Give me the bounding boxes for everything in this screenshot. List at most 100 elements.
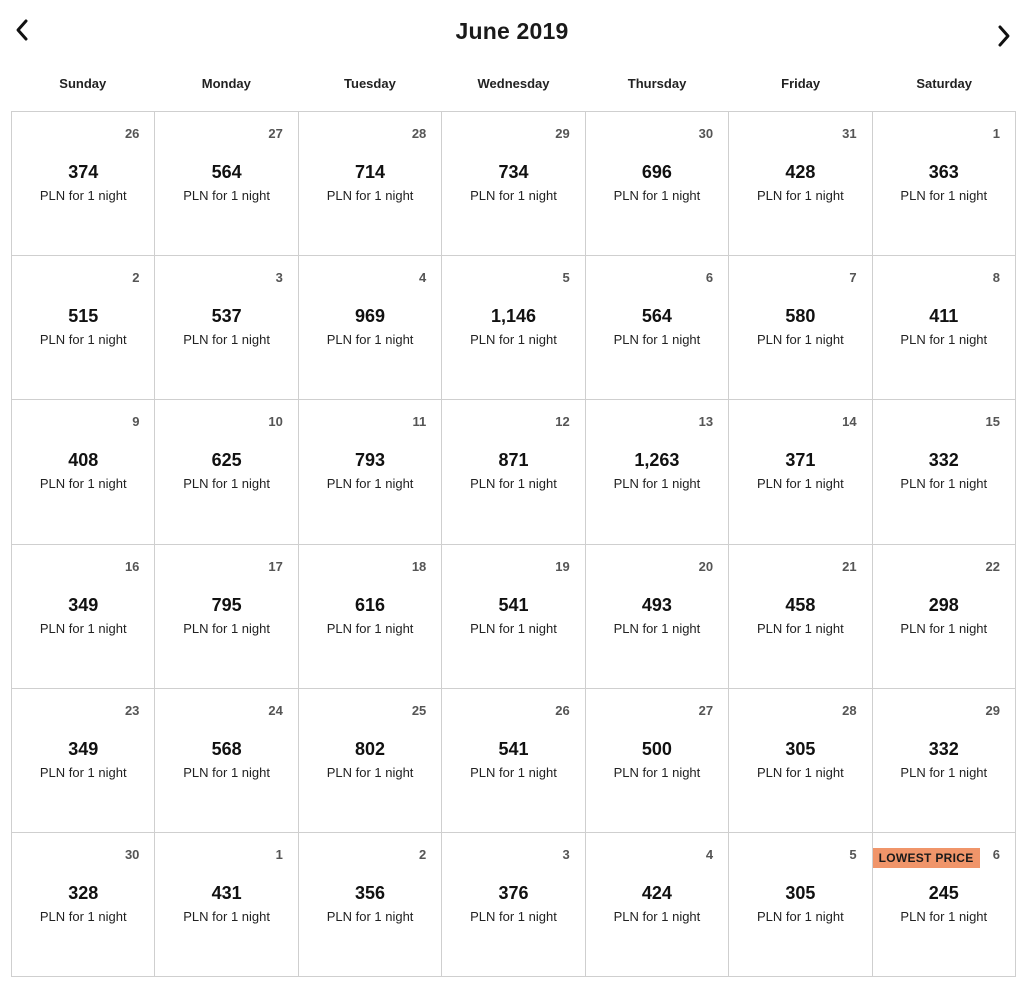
- calendar-day-cell[interactable]: 9 408 PLN for 1 night: [12, 400, 156, 545]
- nightly-price: 616: [355, 594, 386, 615]
- calendar-day-cell[interactable]: 28 714 PLN for 1 night: [298, 112, 443, 257]
- nightly-price: 349: [68, 594, 99, 615]
- calendar-day-cell[interactable]: 1 363 PLN for 1 night: [872, 112, 1016, 257]
- calendar-day-cell[interactable]: 29 332 PLN for 1 night: [872, 688, 1016, 833]
- day-number: 28: [411, 126, 427, 141]
- price-currency-label: PLN for 1 night: [470, 764, 557, 780]
- nightly-price: 568: [211, 738, 242, 759]
- day-number: 1: [275, 846, 283, 862]
- calendar-day-cell[interactable]: 5 1,146 PLN for 1 night: [442, 256, 586, 401]
- calendar-day-cell[interactable]: 26 541 PLN for 1 night: [442, 688, 586, 833]
- nightly-price: 305: [785, 738, 816, 759]
- price-currency-label: PLN for 1 night: [39, 620, 127, 636]
- price-currency-label: PLN for 1 night: [470, 908, 557, 924]
- calendar-day-cell[interactable]: 2 356 PLN for 1 night: [298, 832, 443, 977]
- price-currency-label: PLN for 1 night: [613, 476, 701, 492]
- month-title: June 2019: [455, 18, 569, 44]
- calendar-day-cell[interactable]: 25 802 PLN for 1 night: [298, 688, 443, 833]
- calendar-day-cell[interactable]: 29 734 PLN for 1 night: [442, 112, 586, 257]
- calendar-day-cell[interactable]: 28 305 PLN for 1 night: [729, 688, 873, 833]
- calendar-day-cell[interactable]: 27 500 PLN for 1 night: [585, 688, 730, 833]
- calendar-day-cell[interactable]: 10 625 PLN for 1 night: [155, 400, 299, 545]
- nightly-price: 298: [928, 594, 959, 615]
- price-currency-label: PLN for 1 night: [326, 188, 414, 203]
- calendar-day-cell[interactable]: 12 871 PLN for 1 night: [442, 400, 586, 545]
- nightly-price: 424: [641, 882, 672, 903]
- calendar-day-cell[interactable]: 24 568 PLN for 1 night: [155, 688, 299, 833]
- nightly-price: 349: [68, 738, 99, 759]
- weekday-header: Sunday Monday Tuesday Wednesday Thursday…: [11, 76, 1016, 96]
- nightly-price: 871: [498, 450, 529, 471]
- price-currency-label: PLN for 1 night: [183, 476, 270, 492]
- nightly-price: 541: [498, 738, 529, 759]
- calendar-day-cell[interactable]: 22 298 PLN for 1 night: [872, 544, 1016, 689]
- calendar-day-cell[interactable]: 15 332 PLN for 1 night: [872, 400, 1016, 545]
- nightly-price: 1,146: [490, 306, 537, 327]
- calendar-day-cell[interactable]: 14 371 PLN for 1 night: [729, 400, 873, 545]
- price-currency-label: PLN for 1 night: [756, 476, 844, 492]
- price-currency-label: PLN for 1 night: [900, 188, 988, 203]
- calendar-day-cell[interactable]: 3 537 PLN for 1 night: [155, 256, 299, 401]
- calendar-day-cell[interactable]: 2 515 PLN for 1 night: [12, 256, 156, 401]
- calendar-day-cell[interactable]: 6 564 PLN for 1 night: [585, 256, 730, 401]
- calendar-day-cell[interactable]: LOWEST PRICE 6 245 PLN for 1 night: [872, 832, 1016, 977]
- day-number: 29: [555, 126, 570, 141]
- price-currency-label: PLN for 1 night: [183, 188, 270, 203]
- nightly-price: 428: [785, 162, 816, 182]
- calendar-day-cell[interactable]: 30 696 PLN for 1 night: [585, 112, 730, 257]
- calendar-day-cell[interactable]: 4 969 PLN for 1 night: [298, 256, 443, 401]
- nightly-price: 493: [641, 594, 672, 615]
- day-number: 8: [992, 270, 1000, 286]
- calendar-day-cell[interactable]: 30 328 PLN for 1 night: [12, 832, 156, 977]
- day-number: 17: [268, 558, 283, 574]
- calendar-day-cell[interactable]: 5 305 PLN for 1 night: [729, 832, 873, 977]
- calendar-day-cell[interactable]: 23 349 PLN for 1 night: [12, 688, 156, 833]
- calendar-day-cell[interactable]: 4 424 PLN for 1 night: [585, 832, 730, 977]
- price-currency-label: PLN for 1 night: [613, 188, 701, 203]
- price-currency-label: PLN for 1 night: [900, 332, 988, 348]
- calendar-day-cell[interactable]: 17 795 PLN for 1 night: [155, 544, 299, 689]
- calendar-day-cell[interactable]: 20 493 PLN for 1 night: [585, 544, 730, 689]
- price-currency-label: PLN for 1 night: [613, 620, 701, 636]
- calendar-day-cell[interactable]: 7 580 PLN for 1 night: [729, 256, 873, 401]
- nightly-price: 580: [785, 306, 816, 327]
- calendar-day-cell[interactable]: 13 1,263 PLN for 1 night: [585, 400, 730, 545]
- calendar-day-cell[interactable]: 3 376 PLN for 1 night: [442, 832, 586, 977]
- nightly-price: 1,263: [634, 450, 680, 471]
- price-currency-label: PLN for 1 night: [613, 764, 701, 780]
- chevron-right-icon: [996, 24, 1012, 53]
- nightly-price: 696: [641, 162, 672, 182]
- calendar-day-cell[interactable]: 16 349 PLN for 1 night: [12, 544, 156, 689]
- day-number: 6: [992, 846, 1000, 862]
- calendar-day-cell[interactable]: 26 374 PLN for 1 night: [12, 112, 156, 257]
- day-number: 4: [419, 270, 427, 286]
- nightly-price: 332: [928, 450, 959, 471]
- calendar-day-cell[interactable]: 11 793 PLN for 1 night: [298, 400, 443, 545]
- calendar-day-cell[interactable]: 18 616 PLN for 1 night: [298, 544, 443, 689]
- day-number: 25: [411, 702, 427, 718]
- nightly-price: 515: [68, 306, 99, 327]
- weekday-tuesday: Tuesday: [344, 76, 396, 91]
- nightly-price: 371: [785, 450, 816, 471]
- nightly-price: 363: [928, 162, 959, 182]
- nightly-price: 305: [785, 882, 816, 903]
- calendar-day-cell[interactable]: 8 411 PLN for 1 night: [872, 256, 1016, 401]
- day-number: 3: [562, 846, 570, 862]
- day-number: 21: [842, 558, 857, 574]
- day-number: 7: [849, 270, 857, 286]
- price-currency-label: PLN for 1 night: [326, 476, 414, 492]
- next-month-button[interactable]: [990, 20, 1018, 56]
- weekday-wednesday: Wednesday: [477, 76, 550, 91]
- day-number: 20: [698, 558, 714, 574]
- day-number: 3: [275, 270, 283, 286]
- price-currency-label: PLN for 1 night: [900, 908, 988, 924]
- prev-month-button[interactable]: [8, 14, 36, 50]
- nightly-price: 374: [68, 162, 99, 182]
- calendar-day-cell[interactable]: 1 431 PLN for 1 night: [155, 832, 299, 977]
- calendar-day-cell[interactable]: 31 428 PLN for 1 night: [729, 112, 873, 257]
- calendar-day-cell[interactable]: 27 564 PLN for 1 night: [155, 112, 299, 257]
- nightly-price: 795: [211, 594, 242, 615]
- calendar-day-cell[interactable]: 19 541 PLN for 1 night: [442, 544, 586, 689]
- calendar-day-cell[interactable]: 21 458 PLN for 1 night: [729, 544, 873, 689]
- price-currency-label: PLN for 1 night: [39, 764, 127, 780]
